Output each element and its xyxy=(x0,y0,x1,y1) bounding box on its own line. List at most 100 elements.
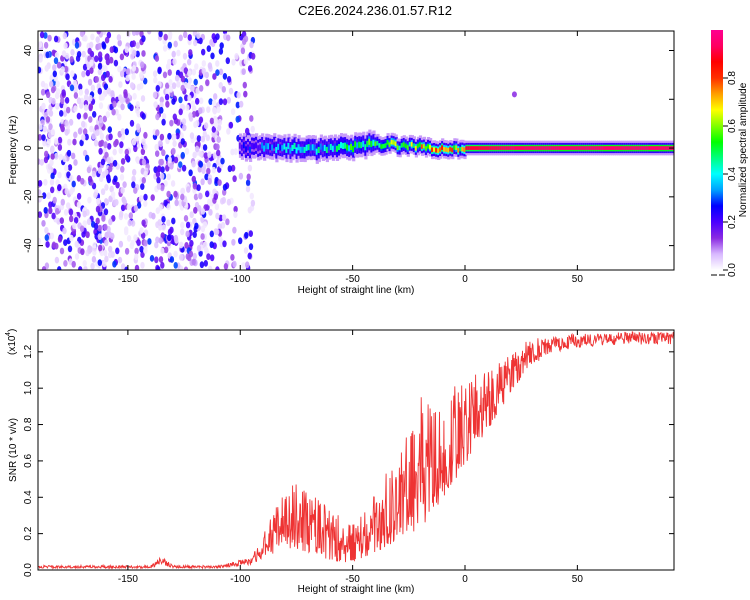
noise-dot xyxy=(164,246,169,254)
noise-dot xyxy=(126,235,132,242)
signal-cell xyxy=(435,147,439,153)
noise-dot xyxy=(245,261,250,269)
noise-dot xyxy=(155,236,160,244)
noise-dot xyxy=(172,113,177,121)
noise-dot xyxy=(203,122,209,130)
noise-dot xyxy=(165,164,170,172)
noise-dot xyxy=(54,51,60,59)
snr-x-tick-label: -50 xyxy=(345,574,360,585)
signal-cell xyxy=(568,146,572,150)
signal-cell xyxy=(281,145,285,152)
signal-cell xyxy=(459,146,463,152)
noise-dot xyxy=(51,97,56,105)
signal-cell xyxy=(439,147,443,152)
noise-dot xyxy=(45,241,50,248)
noise-dot xyxy=(104,53,109,61)
noise-dot xyxy=(83,265,88,270)
noise-dot xyxy=(232,226,237,234)
noise-dot xyxy=(42,125,47,133)
noise-dot xyxy=(178,161,183,169)
noise-dot xyxy=(87,78,93,86)
noise-dot xyxy=(103,141,108,149)
noise-dot xyxy=(133,187,138,194)
noise-dot xyxy=(54,256,60,264)
noise-dot xyxy=(135,42,140,49)
noise-dot xyxy=(85,231,90,239)
noise-dot xyxy=(225,218,230,226)
noise-dot xyxy=(174,74,180,82)
spectrogram-frame xyxy=(37,30,675,271)
noise-dot xyxy=(55,102,60,110)
noise-dot xyxy=(53,57,59,65)
noise-dot xyxy=(233,211,238,219)
noise-dot xyxy=(147,31,152,35)
noise-dot xyxy=(218,48,224,55)
noise-dot xyxy=(131,181,136,189)
signal-cell xyxy=(507,146,512,150)
noise-dot xyxy=(165,82,170,90)
noise-dot xyxy=(166,190,171,198)
signal-cell xyxy=(400,143,404,148)
noise-dot xyxy=(120,158,126,165)
noise-dot xyxy=(158,158,163,166)
spectrogram-y-tick-label: 40 xyxy=(23,45,34,57)
spectrogram-panel: -150 -100 -50 0 50 40 20 0 -20 -40 Height of str… xyxy=(8,30,675,296)
noise-dot xyxy=(131,138,137,146)
noise-dot xyxy=(94,233,99,240)
noise-dot xyxy=(122,181,127,189)
noise-dot xyxy=(109,46,115,54)
noise-dot xyxy=(173,40,178,48)
noise-dot xyxy=(143,131,148,139)
spectrogram-y-tick-label: -20 xyxy=(23,189,34,204)
noise-dot xyxy=(191,160,196,168)
noise-dot xyxy=(49,178,55,186)
noise-dot xyxy=(180,193,185,201)
noise-dot xyxy=(76,175,82,182)
noise-dot xyxy=(100,93,105,101)
noise-dot xyxy=(140,261,145,269)
noise-dot xyxy=(50,153,55,160)
noise-dot xyxy=(110,90,115,97)
noise-dot xyxy=(233,205,238,213)
signal-cell xyxy=(390,139,394,145)
noise-dot xyxy=(141,50,146,57)
noise-dot xyxy=(185,221,191,229)
noise-dot xyxy=(62,32,67,40)
noise-dot xyxy=(104,169,109,176)
noise-dot xyxy=(88,94,93,102)
noise-dot xyxy=(124,228,129,236)
signal-cell xyxy=(609,146,613,150)
noise-dot xyxy=(41,220,46,227)
signal-cell xyxy=(526,146,530,150)
noise-dot xyxy=(178,199,183,207)
noise-dot xyxy=(81,230,86,238)
noise-dot xyxy=(228,87,234,95)
noise-dot xyxy=(98,102,104,110)
spectrogram-x-tick-label: 50 xyxy=(572,274,584,285)
noise-dot xyxy=(230,164,236,172)
noise-dot xyxy=(120,186,125,194)
signal-cell xyxy=(279,144,283,151)
noise-dot xyxy=(204,173,209,181)
noise-dot xyxy=(104,184,109,191)
noise-dot xyxy=(191,258,196,266)
noise-dot xyxy=(167,234,172,242)
noise-dot xyxy=(160,232,165,240)
noise-dot xyxy=(225,57,230,65)
noise-dot xyxy=(45,116,51,123)
noise-dot xyxy=(195,87,200,95)
signal-cell xyxy=(592,146,596,150)
noise-dot xyxy=(215,212,220,220)
signal-cell xyxy=(370,140,374,147)
noise-dot xyxy=(67,245,73,253)
signal-cell xyxy=(657,146,661,150)
noise-dot xyxy=(131,65,137,72)
noise-dot xyxy=(117,113,122,121)
noise-dot xyxy=(69,174,74,182)
noise-dot xyxy=(63,260,68,267)
noise-dot xyxy=(125,68,130,75)
noise-dot xyxy=(100,158,106,166)
noise-dot xyxy=(44,234,49,242)
noise-dot xyxy=(217,118,223,126)
signal-cell xyxy=(590,146,594,150)
